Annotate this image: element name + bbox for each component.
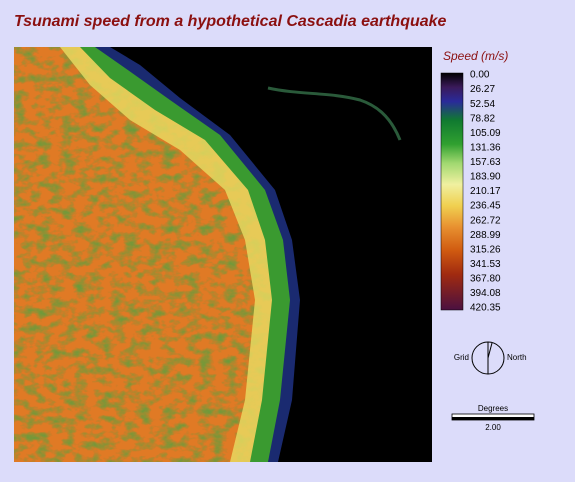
- scale-value: 2.00: [485, 423, 501, 432]
- compass-grid: Grid: [454, 353, 469, 362]
- legend-label: 262.72: [470, 215, 501, 226]
- legend-label: 26.27: [470, 84, 495, 95]
- legend-label: 341.53: [470, 259, 501, 270]
- legend-label: 52.54: [470, 99, 495, 110]
- legend-label: 78.82: [470, 113, 495, 124]
- legend-label: 0.00: [470, 70, 490, 81]
- map: [14, 47, 432, 462]
- legend-title: Speed (m/s): [443, 49, 508, 63]
- legend-label: 105.09: [470, 128, 501, 139]
- legend-label: 367.80: [470, 274, 501, 285]
- compass-north: North: [507, 353, 527, 362]
- legend-label: 394.08: [470, 288, 501, 299]
- legend-label: 315.26: [470, 244, 501, 255]
- legend-label: 236.45: [470, 201, 501, 212]
- color-bar: [440, 72, 464, 311]
- legend-label: 157.63: [470, 157, 501, 168]
- scale-bar: Degrees 2.00: [451, 404, 535, 432]
- scale-unit: Degrees: [478, 404, 508, 413]
- legend-label: 210.17: [470, 186, 501, 197]
- legend-label: 131.36: [470, 142, 501, 153]
- legend-labels: 0.00 26.27 52.54 78.82 105.09 131.36 157.63 183…: [470, 70, 501, 314]
- legend-label: 183.90: [470, 172, 501, 183]
- compass: Grid North: [454, 341, 527, 375]
- title: Tsunami speed from a hypothetical Cascad…: [14, 13, 447, 30]
- legend-label: 288.99: [470, 230, 501, 241]
- legend-label: 420.35: [470, 303, 501, 314]
